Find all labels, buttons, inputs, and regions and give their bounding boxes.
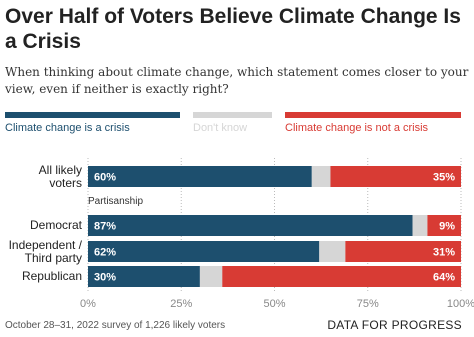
bar-segment xyxy=(412,215,428,236)
x-tick-label: 100% xyxy=(447,298,474,310)
logo: DATA FOR PROGRESS xyxy=(327,318,462,332)
value-label: 60% xyxy=(94,171,116,183)
value-label: 64% xyxy=(433,271,455,283)
legend-label: Don't know xyxy=(193,122,247,134)
value-label: 9% xyxy=(439,220,455,232)
chart-title: Over Half of Voters Believe Climate Chan… xyxy=(5,5,461,53)
bar-segment xyxy=(88,241,320,262)
value-label: 35% xyxy=(433,171,455,183)
source-note: October 28–31, 2022 survey of 1,226 like… xyxy=(5,320,226,331)
x-tick-label: 0% xyxy=(80,298,96,310)
bar-segment xyxy=(88,215,413,236)
value-label: 87% xyxy=(94,220,116,232)
group-label: Partisanship xyxy=(88,196,144,207)
category-label: Independent / Third party xyxy=(8,237,82,265)
x-tick-label: 50% xyxy=(263,298,285,310)
legend-label: Climate change is a crisis xyxy=(5,122,130,134)
legend-swatch xyxy=(193,112,272,118)
bar-segment xyxy=(311,166,331,187)
chart-subtitle: When thinking about climate change, whic… xyxy=(5,65,469,96)
bar-segment xyxy=(345,241,461,262)
category-label: Democrat xyxy=(29,218,82,232)
value-label: 30% xyxy=(94,271,116,283)
legend-swatch xyxy=(5,112,180,118)
bar-segment xyxy=(319,241,346,262)
bar-segment xyxy=(88,166,312,187)
bar-segment xyxy=(222,266,461,287)
bar-segment xyxy=(199,266,223,287)
x-tick-label: 75% xyxy=(357,298,379,310)
legend-label: Climate change is not a crisis xyxy=(285,122,429,134)
x-tick-label: 25% xyxy=(170,298,192,310)
category-label: Republican xyxy=(21,269,82,283)
bar-segment xyxy=(427,215,461,236)
value-label: 31% xyxy=(433,246,455,258)
bar-segment xyxy=(88,266,200,287)
value-label: 62% xyxy=(94,246,116,258)
legend-swatch xyxy=(285,112,461,118)
category-label: All likely voters xyxy=(38,162,82,190)
bar-segment xyxy=(330,166,461,187)
